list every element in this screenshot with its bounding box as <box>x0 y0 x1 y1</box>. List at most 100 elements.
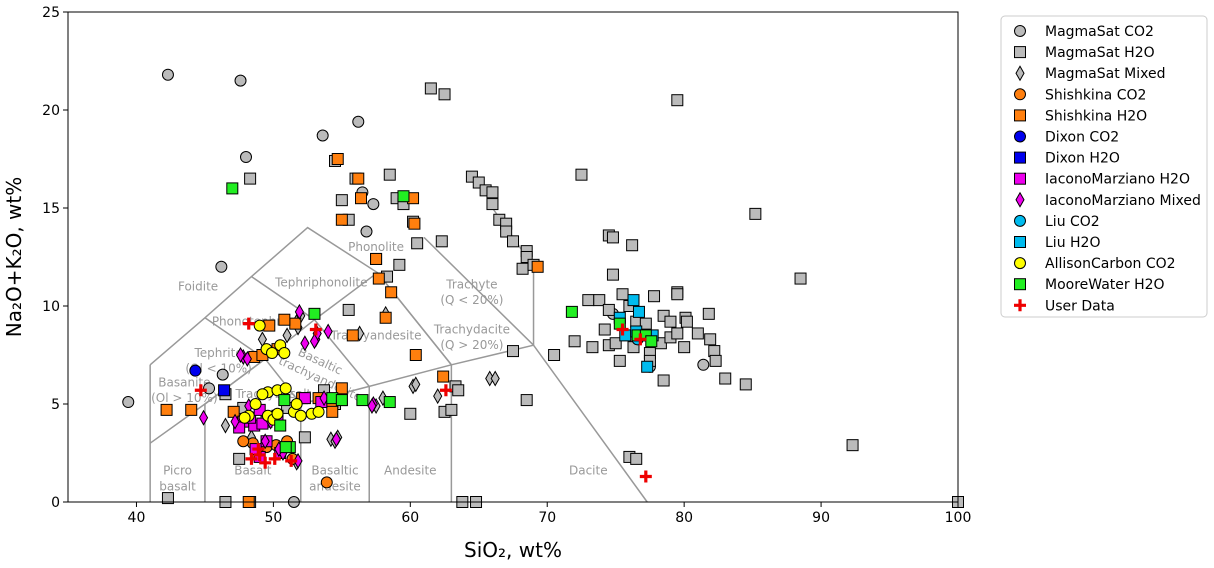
legend-marker <box>1014 88 1026 101</box>
data-point <box>385 286 398 299</box>
series-moorewater-h2o <box>226 182 658 454</box>
data-point <box>439 384 452 397</box>
legend-entry: IaconoMarziano H2O <box>1014 172 1190 188</box>
data-point <box>293 452 303 469</box>
data-point <box>397 190 410 203</box>
data-point <box>490 370 500 387</box>
legend-entry: User Data <box>1014 298 1115 314</box>
data-point <box>244 172 257 185</box>
data-point <box>616 323 629 336</box>
legend-entry: Dixon CO2 <box>1014 130 1119 146</box>
data-point <box>235 346 246 364</box>
data-point <box>472 176 485 189</box>
data-point <box>274 419 287 432</box>
data-point <box>279 382 292 395</box>
tas-region-label: Trachyte <box>445 277 497 291</box>
data-point <box>335 382 348 395</box>
y-tick-label: 0 <box>51 495 60 511</box>
data-point <box>242 317 255 330</box>
data-point <box>630 452 643 465</box>
data-point <box>598 323 611 336</box>
data-point <box>278 313 291 326</box>
tas-region-label: Trachyandesite <box>330 328 422 342</box>
data-point <box>346 329 359 342</box>
tas-region-label: Phonolite <box>348 240 404 254</box>
data-point <box>548 349 561 361</box>
data-point <box>671 288 684 301</box>
legend-entry: IaconoMarziano Mixed <box>1015 191 1201 209</box>
legend-entry: Shishkina CO2 <box>1014 87 1146 103</box>
series-dixon-co2 <box>189 364 202 377</box>
legend-entry: MagmaSat CO2 <box>1014 24 1154 40</box>
tas-region-label: basalt <box>159 479 196 493</box>
series-allisoncarbon-co2 <box>238 319 325 426</box>
y-axis-ticks: 0 5 10 15 20 25 <box>42 5 68 511</box>
data-point <box>445 403 458 416</box>
data-point <box>582 294 595 307</box>
data-point <box>256 388 269 401</box>
data-point <box>300 335 310 352</box>
data-point <box>437 370 450 383</box>
data-point <box>268 452 281 465</box>
legend-entry: Shishkina H2O <box>1014 108 1147 124</box>
data-point <box>438 88 451 101</box>
legend-label: User Data <box>1045 298 1115 314</box>
data-point <box>161 68 174 81</box>
tas-boundary-line <box>423 236 535 347</box>
data-point <box>602 303 615 316</box>
data-point <box>352 172 365 185</box>
data-point <box>616 288 629 301</box>
data-point <box>691 327 704 340</box>
data-point <box>367 397 377 414</box>
data-point <box>122 396 135 409</box>
data-points <box>122 68 964 508</box>
data-point <box>356 394 369 407</box>
data-point <box>271 407 284 420</box>
data-point <box>294 303 304 320</box>
data-point <box>335 213 348 226</box>
legend-entry: Liu H2O <box>1014 235 1100 251</box>
tas-region-label: Tephriphonolite <box>274 275 367 289</box>
data-point <box>648 290 661 303</box>
data-point <box>507 235 519 248</box>
data-point <box>749 207 762 220</box>
data-point <box>331 431 341 448</box>
data-point <box>352 115 365 128</box>
data-point <box>266 347 279 360</box>
data-point <box>240 151 252 164</box>
data-point <box>230 413 240 430</box>
data-point <box>323 323 333 340</box>
data-point <box>242 350 252 367</box>
data-point <box>335 194 348 207</box>
data-point <box>639 470 652 483</box>
data-point <box>309 333 320 350</box>
data-point <box>189 364 202 377</box>
legend-label: Shishkina CO2 <box>1045 87 1146 103</box>
data-point <box>278 347 291 360</box>
data-point <box>289 317 302 330</box>
tas-region-label: Trachydacite <box>433 323 510 337</box>
data-point <box>320 476 333 489</box>
legend-label: Dixon CO2 <box>1045 130 1119 146</box>
data-point <box>308 307 321 320</box>
y-tick-label: 15 <box>42 201 60 217</box>
legend-box <box>1000 15 1208 318</box>
tas-region-label: (Ol < 10%) <box>185 362 252 376</box>
x-tick-label: 50 <box>264 510 282 526</box>
series-dixon-h2o <box>218 384 231 397</box>
tas-region-label: Tephrite <box>193 346 242 360</box>
legend-label: Liu H2O <box>1045 235 1100 251</box>
legend-label: MagmaSat CO2 <box>1045 24 1154 40</box>
legend-marker <box>1015 65 1025 82</box>
legend-marker <box>1014 151 1026 164</box>
legend-label: MagmaSat Mixed <box>1045 66 1166 82</box>
data-point <box>160 403 173 416</box>
data-point <box>433 388 443 405</box>
data-point <box>215 260 228 273</box>
data-point <box>279 441 292 454</box>
legend-marker <box>1014 25 1026 37</box>
data-point <box>531 260 544 273</box>
data-point <box>285 454 298 467</box>
data-point <box>326 405 339 418</box>
data-point <box>372 272 385 285</box>
